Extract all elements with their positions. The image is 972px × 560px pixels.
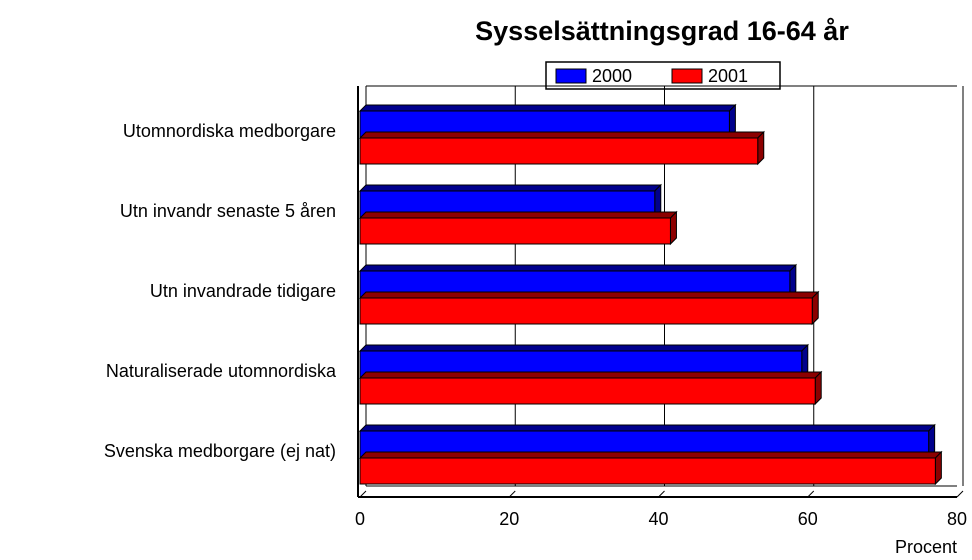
legend-label: 2001 <box>708 66 748 86</box>
legend-swatch <box>671 68 703 84</box>
y-tick-label: Svenska medborgare (ej nat) <box>104 441 336 461</box>
bar-front <box>359 377 816 405</box>
x-tick-label: 60 <box>798 509 818 529</box>
bar-top <box>358 291 820 299</box>
bar-front <box>359 457 936 485</box>
bar-top <box>358 264 798 272</box>
bar-side <box>814 370 822 406</box>
y-tick-label: Naturaliserade utomnordiska <box>106 361 337 381</box>
bar-side <box>811 290 819 326</box>
bar <box>358 290 820 326</box>
y-tick-label: Utomnordiska medborgare <box>123 121 336 141</box>
bar-side <box>669 210 677 246</box>
legend-swatch <box>555 68 587 84</box>
bar <box>358 450 943 486</box>
bar-top <box>358 211 678 219</box>
legend-label: 2000 <box>592 66 632 86</box>
x-tick-label: 0 <box>355 509 365 529</box>
bar-side <box>757 130 765 166</box>
bar-top <box>358 451 943 459</box>
y-tick-label: Utn invandr senaste 5 åren <box>120 201 336 221</box>
bar-front <box>359 217 671 245</box>
bar-front <box>359 297 813 325</box>
y-tick-label: Utn invandrade tidigare <box>150 281 336 301</box>
bar-side <box>934 450 942 486</box>
bar-top <box>358 344 809 352</box>
bar-front <box>359 137 759 165</box>
x-tick-label: 20 <box>499 509 519 529</box>
bar-top <box>358 371 823 379</box>
x-tick-label: 80 <box>947 509 967 529</box>
bar <box>358 370 823 406</box>
chart-title: Sysselsättningsgrad 16-64 år <box>475 16 849 46</box>
bar-top <box>358 424 936 432</box>
bar-top <box>358 184 662 192</box>
x-tick-label: 40 <box>648 509 668 529</box>
tick-mark <box>956 490 964 498</box>
bar <box>358 130 765 166</box>
bar <box>358 210 678 246</box>
x-axis-label: Procent <box>895 537 957 557</box>
bar <box>358 183 662 219</box>
bar-top <box>358 131 765 139</box>
bar-top <box>358 104 737 112</box>
